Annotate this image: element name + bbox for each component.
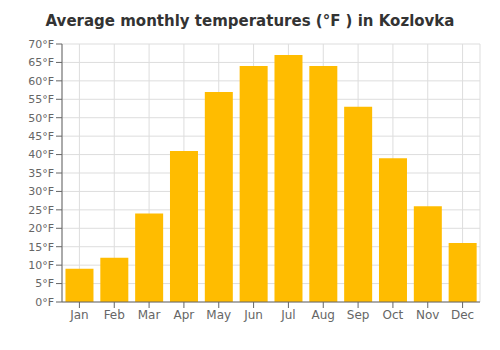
- svg-text:45°F: 45°F: [28, 130, 54, 143]
- svg-text:Oct: Oct: [383, 308, 404, 322]
- svg-text:Aug: Aug: [312, 308, 335, 322]
- svg-text:40°F: 40°F: [28, 148, 54, 161]
- svg-text:70°F: 70°F: [28, 38, 54, 51]
- svg-text:Apr: Apr: [174, 308, 195, 322]
- svg-text:Jan: Jan: [69, 308, 89, 322]
- html-text:Average monthly temperatures (: Average monthly temperatures (°F ) in Ko…: [45, 12, 455, 30]
- svg-text:15°F: 15°F: [28, 241, 54, 254]
- svg-text:25°F: 25°F: [28, 204, 54, 217]
- svg-text:50°F: 50°F: [28, 112, 54, 125]
- svg-text:35°F: 35°F: [28, 167, 54, 180]
- svg-text:Dec: Dec: [451, 308, 474, 322]
- svg-text:Mar: Mar: [138, 308, 161, 322]
- svg-text:60°F: 60°F: [28, 75, 54, 88]
- svg-text:Nov: Nov: [416, 308, 439, 322]
- svg-text:Feb: Feb: [104, 308, 125, 322]
- svg-text:5°F: 5°F: [35, 277, 54, 290]
- svg-text:20°F: 20°F: [28, 222, 54, 235]
- svg-text:May: May: [206, 308, 231, 322]
- svg-text:55°F: 55°F: [28, 93, 54, 106]
- svg-text:65°F: 65°F: [28, 56, 54, 69]
- svg-text:Jul: Jul: [280, 308, 295, 322]
- svg-text:30°F: 30°F: [28, 185, 54, 198]
- svg-text:Sep: Sep: [347, 308, 370, 322]
- svg-text:10°F: 10°F: [28, 259, 54, 272]
- svg-text:Jun: Jun: [243, 308, 263, 322]
- svg-text:0°F: 0°F: [35, 296, 54, 309]
